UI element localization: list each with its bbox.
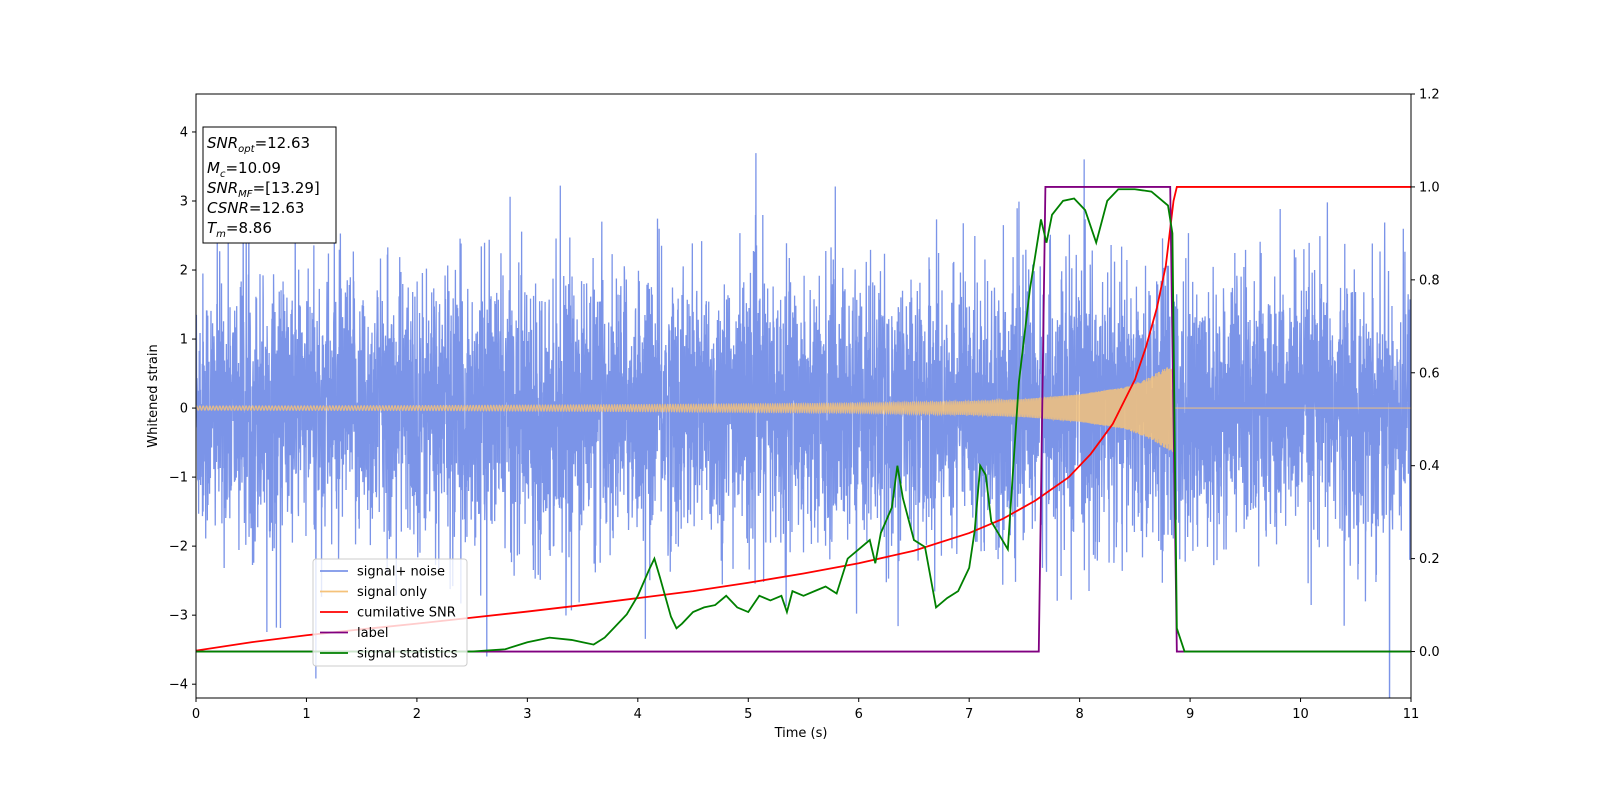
annotation-snr-opt: SNRopt=12.63 [207, 134, 310, 155]
annotation-csnr: CSNR=12.63 [207, 199, 304, 217]
legend-label: signal only [357, 585, 427, 600]
y-left-tick-label: 4 [180, 125, 188, 140]
legend-label: cumilative SNR [357, 606, 456, 621]
y-right-tick-label: 0.4 [1419, 459, 1440, 474]
x-tick-label: 5 [744, 707, 752, 722]
y-left-tick-label: 3 [180, 194, 188, 209]
x-tick-label: 7 [965, 707, 973, 722]
y-left-tick-label: 0 [180, 402, 188, 417]
series-layer [196, 153, 1411, 698]
series-signal-only [196, 365, 1411, 453]
x-tick-label: 0 [192, 707, 200, 722]
x-tick-label: 10 [1292, 707, 1309, 722]
x-tick-label: 9 [1186, 707, 1194, 722]
legend-frame [312, 558, 468, 667]
annotation-snr-mf: SNRMF=[13.29] [207, 179, 320, 200]
y-left-tick-label: −4 [169, 678, 188, 693]
x-tick-label: 8 [1075, 707, 1083, 722]
x-tick-label: 2 [413, 707, 421, 722]
y-right-tick-label: 0.0 [1419, 645, 1440, 660]
plot-frame [195, 93, 1412, 699]
y-left-tick-label: −3 [169, 609, 188, 624]
x-tick-label: 1 [302, 707, 310, 722]
annotation-box: SNRopt=12.63 Mc=10.09 SNRMF=[13.29] CSNR… [202, 126, 337, 244]
x-tick-label: 3 [523, 707, 531, 722]
ticks-layer: 0 1 2 3 4 5 6 7 8 9 10 1143210−1−2−3−41.21.00.80.60… [169, 88, 1440, 723]
y-right-tick-label: 0.8 [1419, 273, 1440, 288]
legend: signal+ noise signal only cumilative SNR la… [312, 558, 468, 667]
y-left-tick-label: 1 [180, 333, 188, 348]
annotation-mc: Mc=10.09 [207, 159, 281, 180]
y-right-tick-label: 0.2 [1419, 552, 1440, 567]
y-left-tick-label: −1 [169, 471, 188, 486]
annotation-tm: Tm=8.86 [207, 219, 272, 240]
y-left-tick-label: 2 [180, 264, 188, 279]
x-axis-label: Time (s) [774, 726, 828, 741]
series-signal-statistics [196, 188, 1411, 653]
x-tick-label: 4 [634, 707, 642, 722]
legend-label: signal statistics [357, 647, 458, 662]
y-right-tick-label: 1.0 [1419, 180, 1440, 195]
series-signal-noise [196, 153, 1411, 698]
y-right-tick-label: 1.2 [1419, 88, 1440, 103]
y-axis-label: Whitened strain [146, 344, 161, 447]
x-tick-label: 11 [1403, 707, 1420, 722]
legend-label: label [357, 626, 388, 641]
legend-label: signal+ noise [357, 565, 445, 580]
y-left-tick-label: −2 [169, 540, 188, 555]
x-tick-label: 6 [855, 707, 863, 722]
y-right-tick-label: 0.6 [1419, 366, 1440, 381]
